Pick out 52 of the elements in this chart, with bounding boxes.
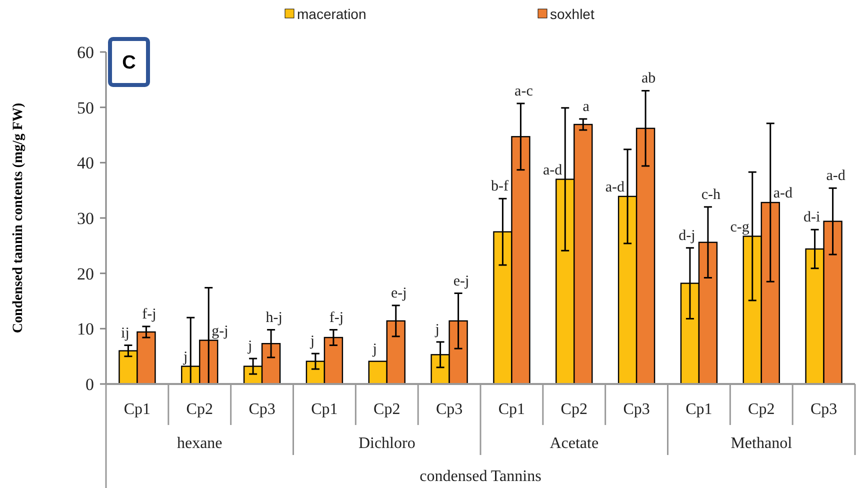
data-label: e-j bbox=[390, 285, 407, 302]
data-label: a-c bbox=[514, 83, 534, 100]
data-label: d-j bbox=[678, 228, 696, 244]
data-label: a-d bbox=[542, 162, 563, 178]
data-label: a-d bbox=[773, 186, 794, 202]
y-tick-label: 20 bbox=[77, 264, 94, 284]
data-label: b-f bbox=[490, 178, 508, 195]
text: hexane bbox=[176, 435, 222, 452]
data-label: d-i bbox=[803, 210, 820, 226]
y-axis-title: Condensed tannin contents (mg/g FW) bbox=[11, 102, 26, 334]
x-tick-label: Cp3 bbox=[248, 401, 276, 418]
x-tick-label: Cp1 bbox=[311, 401, 338, 418]
data-label: h-j bbox=[266, 310, 282, 326]
x-tick-label: Cp3 bbox=[623, 401, 650, 418]
x-tick-label: Cp2 bbox=[748, 401, 775, 418]
data-label: j bbox=[182, 349, 188, 366]
x-axis-title: condensed Tannins bbox=[420, 468, 542, 485]
data-label: j bbox=[246, 338, 252, 355]
x-tick-label: Cp1 bbox=[124, 401, 151, 418]
data-label: j bbox=[434, 322, 440, 338]
y-tick-label: 30 bbox=[77, 208, 94, 228]
y-tick-label: 10 bbox=[77, 320, 94, 339]
x-tick-label: Cp1 bbox=[686, 401, 712, 418]
text: Dichloro bbox=[358, 435, 416, 452]
text: Methanol bbox=[730, 435, 793, 452]
y-tick-label: 60 bbox=[77, 42, 94, 62]
legend-label: maceration bbox=[297, 6, 366, 22]
data-label: c-h bbox=[701, 186, 722, 203]
data-label: f-j bbox=[142, 306, 156, 322]
x-tick-label: Cp3 bbox=[810, 401, 838, 418]
data-label: g-j bbox=[212, 323, 228, 340]
data-label: a bbox=[582, 98, 590, 115]
x-tick-label: Cp3 bbox=[436, 401, 463, 418]
annotation: C bbox=[122, 52, 136, 74]
y-tick-label: 40 bbox=[77, 154, 94, 173]
data-label: e-j bbox=[453, 273, 470, 290]
data-label: a-d bbox=[605, 179, 626, 196]
data-label: ab bbox=[641, 70, 656, 87]
x-tick-label: Cp2 bbox=[560, 401, 588, 418]
x-tick-label: Cp2 bbox=[186, 401, 213, 418]
x-tick-label: Cp1 bbox=[498, 401, 526, 418]
y-tick-label: 0 bbox=[86, 374, 94, 394]
data-label: a-d bbox=[826, 168, 846, 184]
x-tick-label: Cp2 bbox=[374, 401, 400, 418]
data-label: f-j bbox=[329, 310, 344, 326]
data-label: c-g bbox=[730, 219, 750, 236]
data-label: ij bbox=[121, 325, 130, 342]
data-label: j bbox=[372, 341, 377, 358]
data-label: j bbox=[309, 334, 315, 350]
y-tick-label: 50 bbox=[77, 98, 94, 118]
text: Acetate bbox=[550, 435, 599, 452]
legend-label: soxhlet bbox=[550, 6, 594, 22]
